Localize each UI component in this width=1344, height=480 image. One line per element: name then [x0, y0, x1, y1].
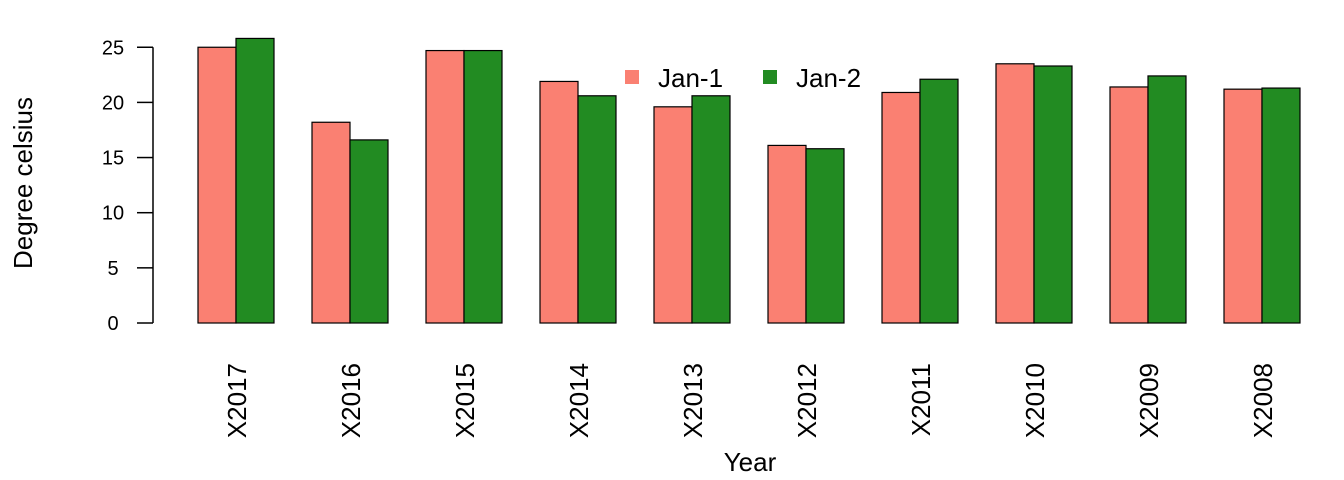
bar-x2014-jan-1 — [539, 80, 579, 324]
bar-x2012-jan-1 — [767, 144, 807, 324]
legend-swatch-jan-2 — [763, 70, 777, 84]
bar-x2011-jan-1 — [881, 91, 921, 324]
y-tick-label: 25 — [102, 37, 124, 59]
y-tick-label: 20 — [102, 92, 124, 114]
x-tick-label: X2009 — [1134, 363, 1164, 438]
bar-x2012-jan-2 — [805, 148, 845, 324]
bar-x2014-jan-2 — [577, 95, 617, 324]
legend-swatch-jan-1 — [625, 70, 639, 84]
bar-x2011-jan-2 — [919, 78, 959, 324]
x-tick-label: X2008 — [1248, 363, 1278, 438]
bar-x2013-jan-2 — [691, 95, 731, 324]
x-tick-label: X2012 — [792, 363, 822, 438]
bar-x2016-jan-2 — [349, 139, 389, 324]
bar-x2017-jan-2 — [235, 37, 275, 324]
bar-x2009-jan-1 — [1109, 86, 1149, 324]
x-tick-label: X2015 — [450, 363, 480, 438]
x-tick-label: X2014 — [564, 363, 594, 438]
x-tick-label: X2016 — [336, 363, 366, 438]
bar-x2009-jan-2 — [1147, 75, 1187, 324]
y-tick-label: 0 — [107, 313, 118, 335]
bar-x2017-jan-1 — [197, 46, 237, 324]
x-tick-label: X2013 — [678, 363, 708, 438]
bar-x2008-jan-1 — [1223, 88, 1263, 324]
bar-x2013-jan-1 — [653, 106, 693, 324]
x-tick-label: X2011 — [906, 363, 936, 436]
legend: Jan-1 Jan-2 — [625, 63, 861, 93]
bar-x2015-jan-1 — [425, 49, 465, 324]
legend-label-jan-1: Jan-1 — [658, 63, 723, 93]
y-tick-label: 15 — [102, 148, 124, 170]
y-axis-title: Degree celsius — [8, 97, 38, 269]
bar-x2010-jan-1 — [995, 63, 1035, 324]
x-axis-title: Year — [724, 447, 777, 477]
x-tick-label: X2010 — [1020, 363, 1050, 438]
bar-x2008-jan-2 — [1261, 87, 1301, 324]
y-tick-label: 10 — [102, 203, 124, 225]
y-tick-label: 5 — [107, 258, 118, 280]
bar-x2010-jan-2 — [1033, 65, 1073, 324]
y-axis: 0 5 10 15 20 25 — [102, 37, 154, 335]
legend-label-jan-2: Jan-2 — [796, 63, 861, 93]
bar-x2015-jan-2 — [463, 49, 503, 324]
bars-group — [197, 37, 1301, 324]
x-tick-label: X2017 — [222, 363, 252, 438]
x-tick-labels: X2017 X2016 X2015 X2014 X2013 X2012 X2011 X2010… — [222, 363, 1278, 438]
bar-x2016-jan-1 — [311, 121, 351, 324]
